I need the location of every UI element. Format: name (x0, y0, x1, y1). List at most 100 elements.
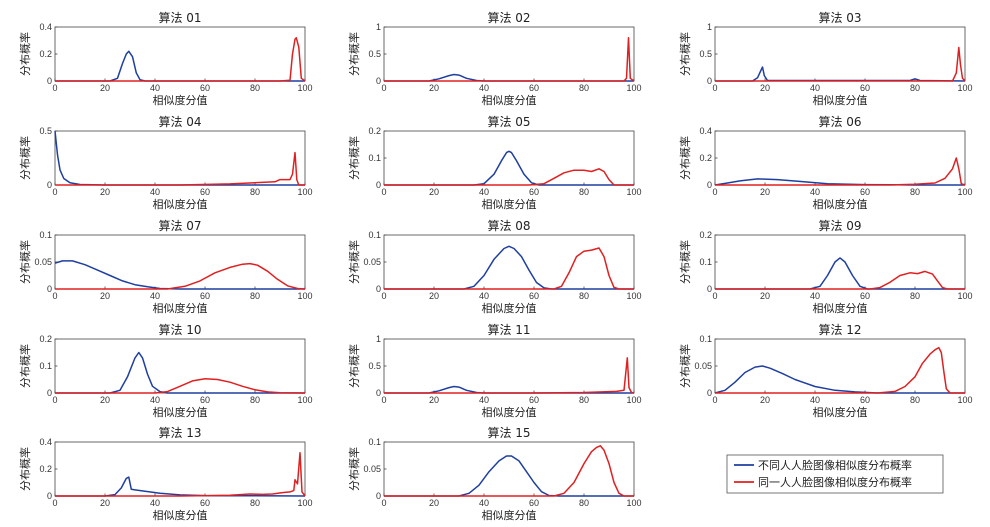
y-tick-label: 0 (376, 388, 381, 398)
legend-label-0: 不同人人脸图像相似度分布概率 (758, 458, 912, 472)
x-tick-label: 60 (200, 498, 210, 508)
x-tick-label: 40 (150, 498, 160, 508)
x-tick-label: 0 (381, 83, 386, 93)
x-tick-label: 60 (200, 83, 210, 93)
x-tick-label: 20 (429, 83, 439, 93)
axes-box (714, 234, 966, 290)
y-axis-label: 分布概率 (678, 240, 692, 284)
x-tick-label: 80 (579, 498, 589, 508)
x-tick-label: 20 (760, 395, 770, 405)
x-tick-label: 100 (297, 291, 312, 301)
x-tick-label: 60 (200, 395, 210, 405)
axes-box (383, 26, 635, 82)
x-tick-label: 60 (529, 83, 539, 93)
x-tick-label: 100 (957, 291, 972, 301)
x-tick-label: 20 (760, 187, 770, 197)
subplot-1: 算法 01 0 20 40 60 80 100 0 0.2 0.4 相似度分值 分布概率 (18, 10, 313, 107)
series-line-1 (715, 270, 965, 290)
x-tick-label: 40 (479, 187, 489, 197)
y-tick-label: 0.5 (699, 49, 712, 59)
axes-box (383, 441, 635, 497)
subplot-8: 算法 08 0 20 40 60 80 100 0 0.05 0.1 相似度分值 分布概率 (347, 218, 642, 315)
series-line-1 (384, 168, 634, 186)
y-tick-label: 0.05 (363, 464, 381, 474)
series-line-0 (54, 260, 305, 290)
x-tick-label: 40 (150, 395, 160, 405)
x-tick-label: 0 (52, 187, 57, 197)
subplot-12: 算法 12 0 20 40 60 80 100 0 0.05 0.1 相似度分值 分布概率 (678, 322, 973, 419)
x-tick-label: 80 (250, 291, 260, 301)
x-tick-label: 60 (529, 498, 539, 508)
y-tick-label: 1 (707, 22, 712, 32)
x-tick-label: 40 (150, 291, 160, 301)
y-axis-label: 分布概率 (678, 344, 692, 388)
series-line-0 (384, 245, 634, 290)
x-tick-label: 20 (100, 291, 110, 301)
x-tick-label: 0 (712, 291, 717, 301)
y-tick-label: 1 (376, 22, 381, 32)
x-tick-label: 100 (297, 83, 312, 93)
x-tick-label: 40 (150, 187, 160, 197)
subplot-6: 算法 06 0 20 40 60 80 100 0 0.2 0.4 相似度分值 分布概率 (678, 114, 973, 211)
y-tick-label: 0.2 (39, 334, 52, 344)
axes-box (383, 338, 635, 394)
subplot-2: 算法 02 0 20 40 60 80 100 0 0.5 1 相似度分值 分布概率 (347, 10, 642, 107)
x-tick-label: 80 (910, 291, 920, 301)
y-tick-label: 0.1 (368, 230, 381, 240)
y-tick-label: 0.5 (368, 361, 381, 371)
y-tick-label: 0.1 (699, 257, 712, 267)
x-tick-label: 40 (479, 498, 489, 508)
y-tick-label: 0 (707, 76, 712, 86)
x-tick-label: 80 (579, 187, 589, 197)
axes-box (54, 441, 306, 497)
x-tick-label: 80 (579, 83, 589, 93)
y-axis-label: 分布概率 (347, 136, 361, 180)
subplot-4: 算法 04 0 20 40 60 80 100 0 0.5 相似度分值 分布概率 (18, 114, 313, 211)
x-axis-label: 相似度分值 (153, 405, 208, 419)
y-axis-label: 分布概率 (347, 344, 361, 388)
x-tick-label: 100 (626, 83, 641, 93)
subplot-title: 算法 11 (487, 322, 530, 337)
x-tick-label: 60 (200, 187, 210, 197)
axes-box (714, 130, 966, 186)
series-line-0 (715, 66, 966, 82)
x-tick-label: 60 (860, 187, 870, 197)
x-tick-label: 0 (712, 187, 717, 197)
x-tick-label: 80 (579, 291, 589, 301)
x-tick-label: 0 (52, 291, 57, 301)
y-tick-label: 0.2 (699, 153, 712, 163)
series-line-1 (384, 445, 634, 497)
x-tick-label: 80 (250, 187, 260, 197)
subplot-9: 算法 09 0 20 40 60 80 100 0 0.1 0.2 相似度分值 分布概率 (678, 218, 973, 315)
series-line-1 (55, 452, 306, 497)
axes-box (54, 234, 306, 290)
subplot-title: 算法 05 (487, 114, 530, 129)
x-tick-label: 60 (529, 187, 539, 197)
subplot-7: 算法 07 0 20 40 60 80 100 0 0.05 0.1 相似度分值 分布概率 (18, 218, 313, 315)
y-axis-label: 分布概率 (347, 447, 361, 491)
axes-box (54, 26, 306, 82)
x-tick-label: 0 (52, 498, 57, 508)
y-tick-label: 0.5 (39, 126, 52, 136)
y-tick-label: 0.05 (694, 361, 712, 371)
y-axis-label: 分布概率 (678, 32, 692, 76)
x-tick-label: 0 (712, 395, 717, 405)
subplot-title: 算法 04 (158, 114, 201, 129)
x-tick-label: 60 (529, 291, 539, 301)
y-tick-label: 0.05 (34, 257, 52, 267)
x-tick-label: 0 (381, 187, 386, 197)
x-axis-label: 相似度分值 (153, 508, 208, 522)
y-tick-label: 0 (47, 284, 52, 294)
x-tick-label: 100 (626, 395, 641, 405)
y-axis-label: 分布概率 (18, 32, 32, 76)
x-axis-label: 相似度分值 (813, 301, 868, 315)
x-tick-label: 60 (529, 395, 539, 405)
x-tick-label: 40 (150, 83, 160, 93)
subplot-14: 算法 15 0 20 40 60 80 100 0 0.05 0.1 相似度分值 分布概率 (347, 425, 642, 522)
series-line-1 (384, 357, 635, 394)
x-tick-label: 0 (381, 498, 386, 508)
y-tick-label: 0 (47, 491, 52, 501)
y-tick-label: 0 (707, 180, 712, 190)
